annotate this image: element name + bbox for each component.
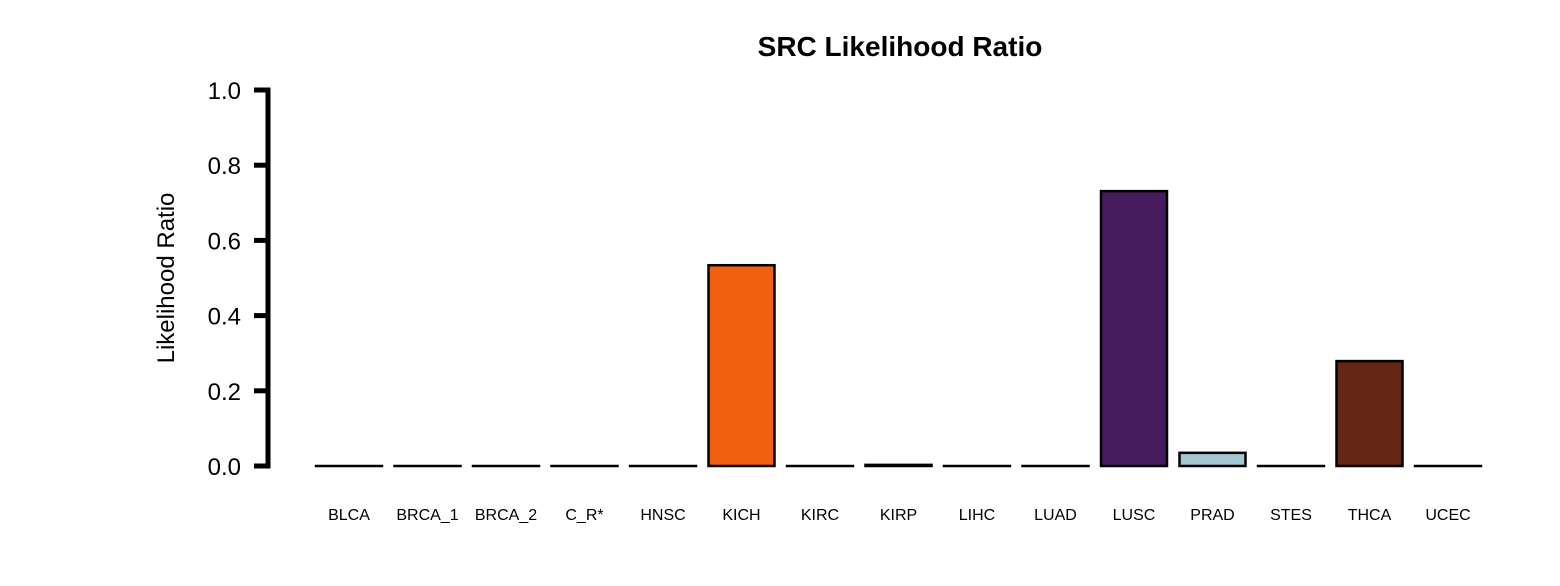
y-tick-label: 0.2 xyxy=(208,379,241,406)
x-tick-label: BRCA_1 xyxy=(396,507,458,524)
x-tick-label: KICH xyxy=(722,507,760,524)
y-tick-label: 1.0 xyxy=(208,78,241,105)
x-tick-label: LUAD xyxy=(1034,507,1077,524)
x-tick-labels: BLCA BRCA_1 BRCA_2 C_R* HNSC KICH KIRC KIRP LIHC… xyxy=(328,507,1471,524)
x-tick-label: BRCA_2 xyxy=(475,507,537,524)
bar-kich xyxy=(707,263,776,468)
x-tick-label: BLCA xyxy=(328,507,370,524)
bars-group xyxy=(314,189,1483,468)
chart-title: SRC Likelihood Ratio xyxy=(758,31,1043,62)
x-tick-label: C_R* xyxy=(565,507,603,524)
bar-lusc xyxy=(1099,189,1169,468)
x-tick-label: LIHC xyxy=(959,507,995,524)
x-tick-label: PRAD xyxy=(1190,507,1234,524)
x-tick-label: THCA xyxy=(1348,507,1392,524)
y-axis-label: Likelihood Ratio xyxy=(153,193,180,364)
bar-thca xyxy=(1335,359,1404,468)
x-tick-label: UCEC xyxy=(1425,507,1470,524)
y-tick-label: 0.8 xyxy=(208,153,241,180)
x-tick-label: LUSC xyxy=(1113,507,1156,524)
bar-kirp xyxy=(864,463,933,468)
y-tick-label: 0.6 xyxy=(208,228,241,255)
x-tick-label: KIRP xyxy=(880,507,917,524)
y-tick-label: 0.0 xyxy=(208,454,241,481)
bar-prad xyxy=(1178,451,1247,468)
x-tick-label: KIRC xyxy=(801,507,839,524)
y-tick-label: 0.4 xyxy=(208,304,241,331)
x-tick-label: STES xyxy=(1270,507,1312,524)
y-axis: 0.0 0.2 0.4 0.6 0.8 1.0 xyxy=(208,78,271,481)
x-tick-label: HNSC xyxy=(640,507,685,524)
